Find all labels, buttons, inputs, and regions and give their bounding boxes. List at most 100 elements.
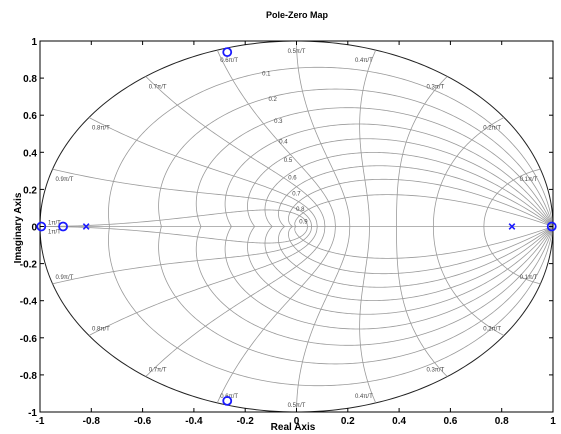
frequency-curve-upper [40, 209, 308, 227]
damping-curve-lower [264, 226, 553, 301]
chart-title: Pole-Zero Map [266, 10, 329, 20]
frequency-curve-lower [145, 226, 326, 377]
frequency-label: 0.7π/T [149, 84, 167, 90]
x-tick-label: -0.6 [134, 416, 152, 427]
zero-marker [58, 221, 68, 232]
damping-curve-upper [247, 138, 553, 227]
damping-curve-lower [108, 226, 553, 387]
damping-curve-upper [264, 152, 553, 227]
frequency-curve-lower [40, 226, 308, 244]
x-tick-label: 0.6 [443, 416, 457, 427]
damping-curve-lower [158, 226, 553, 365]
frequency-curve-upper [216, 49, 336, 227]
damping-label: 0.8 [296, 207, 305, 213]
frequency-curve-lower [432, 226, 505, 336]
frequency-curve-upper [396, 76, 448, 227]
damping-curve-upper [108, 66, 553, 227]
frequency-label: 1π/T [48, 230, 61, 236]
zero-marker [546, 221, 557, 232]
damping-label: 0.7 [292, 192, 301, 198]
y-tick-label: -0.8 [20, 371, 38, 382]
damping-curve-lower [294, 226, 553, 259]
damping-label: 0.2 [269, 97, 278, 103]
frequency-label: 0.6π/T [220, 58, 238, 64]
frequency-curve-lower [52, 226, 313, 285]
damping-label: 0.9 [299, 220, 308, 226]
frequency-curve-upper [483, 168, 541, 227]
damping-curve-upper [224, 123, 553, 227]
damping-curve-upper [288, 178, 553, 227]
frequency-curve-upper [296, 41, 351, 227]
damping-label: 0.4 [279, 139, 288, 145]
damping-curve-lower [224, 226, 553, 330]
damping-label: 0.5 [284, 158, 293, 164]
y-tick-label: 0.2 [23, 185, 37, 196]
y-axis-label: Imaginary Axis [13, 192, 24, 263]
frequency-curve-upper [88, 117, 318, 227]
y-tick-label: 0.8 [23, 74, 37, 85]
damping-curve-upper [195, 107, 553, 227]
y-tick-label: 0.6 [23, 111, 37, 122]
grid-group [40, 41, 553, 412]
damping-label: 0.1 [262, 71, 271, 77]
x-tick-label: 0.2 [341, 416, 355, 427]
frequency-curve-upper [52, 168, 313, 227]
x-axis-label: Real Axis [271, 422, 316, 433]
frequency-label: 0.1π/T [520, 177, 538, 183]
frequency-label: 0.4π/T [355, 58, 373, 64]
frequency-label: 0.9π/T [56, 177, 74, 183]
frequency-curve-lower [483, 226, 541, 285]
frequency-label: 0.3π/T [426, 84, 444, 90]
frequency-curve-lower [296, 226, 351, 412]
frequency-curve-lower [216, 226, 336, 404]
frequency-label: 0.7π/T [149, 368, 167, 374]
y-tick-label: -0.4 [20, 297, 38, 308]
x-tick-label: -1 [36, 416, 45, 427]
frequency-curve-lower [359, 226, 377, 404]
frequency-label: 0.8π/T [92, 327, 110, 333]
frequency-label: 0.2π/T [483, 125, 501, 131]
frequency-label: 0.8π/T [92, 125, 110, 131]
x-tick-label: -0.8 [83, 416, 101, 427]
frequency-label: 0.5π/T [288, 49, 306, 55]
y-tick-label: 0 [31, 223, 37, 234]
y-tick-label: 0.4 [23, 148, 37, 159]
y-tick-label: -1 [28, 408, 37, 419]
x-tick-label: 0.8 [495, 416, 509, 427]
x-tick-label: -0.4 [185, 416, 203, 427]
frequency-label: 0.1π/T [520, 275, 538, 281]
frequency-label: 0.3π/T [426, 368, 444, 374]
frequency-label: 0.4π/T [355, 394, 373, 400]
damping-curve-lower [247, 226, 553, 315]
plot-area: 0.1 0.2 0.3 0.4 0.5 0.6 0.7 0.8 0.9 0.1π/T 0.1π/T 0… [20, 37, 557, 427]
damping-curve-lower [288, 226, 553, 275]
y-tick-label: -0.6 [20, 334, 38, 345]
damping-curve-lower [195, 226, 553, 346]
y-tick-label: -0.2 [20, 260, 38, 271]
pole-marker [82, 223, 90, 230]
frequency-curve-upper [432, 117, 505, 227]
damping-curve-upper [158, 88, 553, 227]
frequency-label: 1π/T [48, 221, 61, 227]
damping-curve-upper [294, 194, 553, 227]
damping-label: 0.3 [274, 119, 283, 125]
zero-marker [222, 395, 233, 406]
frequency-label: 0.5π/T [288, 403, 306, 409]
unit-circle [40, 41, 553, 412]
frequency-label: 0.9π/T [56, 275, 74, 281]
x-tick-label: 0 [294, 416, 300, 427]
frequency-curve-lower [88, 226, 318, 336]
frequency-label: 0.2π/T [483, 327, 501, 333]
frequency-curve-lower [396, 226, 448, 377]
frequency-curve-upper [145, 76, 326, 227]
pole-marker [508, 223, 516, 230]
x-tick-label: 0.4 [392, 416, 406, 427]
x-tick-label: -0.2 [237, 416, 255, 427]
damping-label: 0.6 [288, 175, 297, 181]
y-tick-label: 1 [31, 37, 37, 48]
frequency-curve-upper [359, 49, 377, 227]
x-tick-label: 1 [550, 416, 556, 427]
zero-marker [36, 221, 47, 232]
zero-marker [222, 47, 233, 58]
